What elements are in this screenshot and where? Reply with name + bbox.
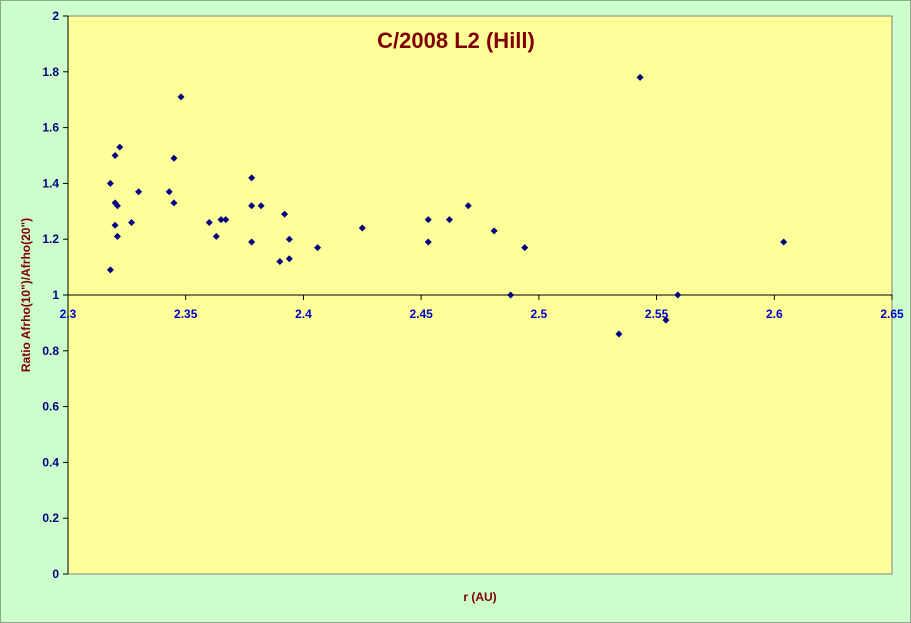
data-point bbox=[780, 238, 788, 246]
x-axis-label: r (AU) bbox=[463, 590, 496, 604]
chart-title: C/2008 L2 (Hill) bbox=[377, 28, 535, 53]
y-tick-label: 0.6 bbox=[42, 400, 59, 414]
x-tick-label: 2.3 bbox=[60, 307, 77, 321]
data-point bbox=[285, 235, 293, 243]
data-point bbox=[177, 93, 185, 101]
data-point bbox=[276, 258, 284, 266]
data-point bbox=[445, 216, 453, 224]
data-point bbox=[248, 238, 256, 246]
x-tick-label: 2.5 bbox=[531, 307, 548, 321]
data-point bbox=[111, 221, 119, 229]
x-tick-label: 2.35 bbox=[174, 307, 198, 321]
data-point bbox=[170, 154, 178, 162]
data-point bbox=[248, 202, 256, 210]
data-point bbox=[212, 232, 220, 240]
y-tick-label: 1.6 bbox=[42, 121, 59, 135]
data-point bbox=[111, 152, 119, 159]
data-point bbox=[165, 188, 173, 196]
x-tick-label: 2.45 bbox=[409, 307, 433, 321]
data-point bbox=[507, 291, 515, 299]
data-point bbox=[106, 266, 114, 274]
data-point bbox=[490, 227, 498, 235]
data-point bbox=[674, 291, 682, 299]
x-tick-label: 2.55 bbox=[645, 307, 669, 321]
data-point bbox=[128, 218, 136, 226]
data-point bbox=[113, 202, 121, 210]
data-point bbox=[205, 218, 213, 226]
data-point bbox=[615, 330, 623, 338]
data-point bbox=[217, 216, 225, 224]
x-tick-label: 2.4 bbox=[295, 307, 312, 321]
y-tick-label: 1 bbox=[52, 288, 59, 302]
y-tick-label: 1.4 bbox=[42, 176, 59, 190]
data-point bbox=[116, 143, 124, 151]
y-axis-label: Ratio Afrho(10")/Afrho(20") bbox=[19, 218, 33, 372]
data-point bbox=[464, 202, 472, 210]
data-point bbox=[662, 316, 670, 324]
data-point bbox=[285, 255, 293, 263]
data-point bbox=[135, 188, 143, 196]
data-point bbox=[281, 210, 289, 218]
data-point bbox=[248, 174, 256, 182]
y-axis: 0 0.2 0.4 0.6 0.8 1 1.2 1.4 1.6 1.8 2 bbox=[42, 9, 69, 581]
data-markers bbox=[106, 73, 788, 338]
x-tick-label: 2.65 bbox=[880, 307, 904, 321]
y-tick-label: 2 bbox=[52, 9, 59, 23]
data-point bbox=[424, 238, 432, 246]
data-point bbox=[521, 244, 529, 252]
y-tick-label: 0 bbox=[52, 567, 59, 581]
y-tick-label: 1.8 bbox=[42, 65, 59, 79]
y-tick-label: 0.8 bbox=[42, 344, 59, 358]
y-tick-label: 0.2 bbox=[42, 511, 59, 525]
data-point bbox=[106, 179, 114, 187]
data-point bbox=[113, 232, 121, 240]
data-point bbox=[358, 224, 366, 232]
x-axis: 2.3 2.35 2.4 2.45 2.5 2.55 2.6 2.65 bbox=[60, 294, 904, 321]
data-point bbox=[314, 244, 322, 252]
data-point bbox=[257, 202, 265, 210]
data-point bbox=[222, 216, 230, 224]
y-tick-label: 0.4 bbox=[42, 455, 59, 469]
data-point bbox=[636, 73, 644, 81]
x-tick-label: 2.6 bbox=[766, 307, 783, 321]
data-point bbox=[424, 216, 432, 224]
y-tick-label: 1.2 bbox=[42, 232, 59, 246]
data-point bbox=[170, 199, 178, 207]
